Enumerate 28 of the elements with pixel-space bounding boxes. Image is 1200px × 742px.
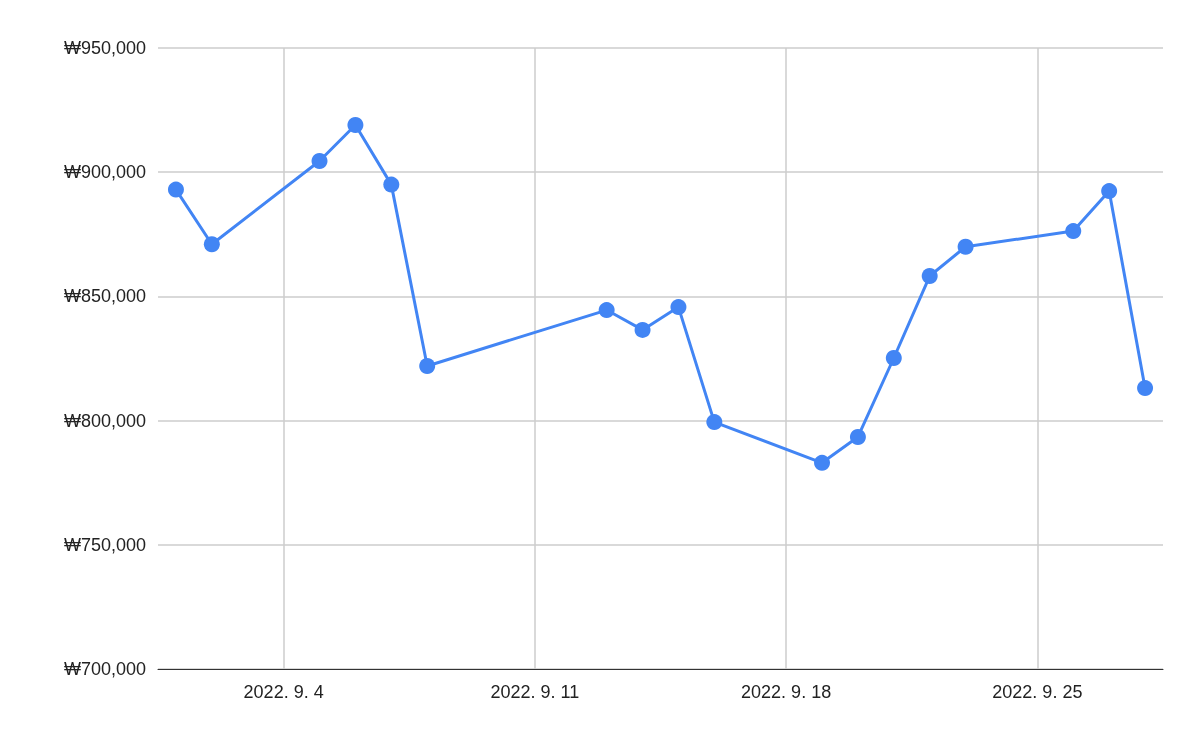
y-tick-label: ₩800,000 [63,410,146,431]
point [634,321,651,338]
point [383,176,400,193]
y-tick-label: ₩900,000 [63,162,146,183]
point [347,117,364,133]
y-tick-label: ₩950,000 [63,38,146,58]
point [814,454,831,471]
point [670,299,687,316]
point [311,153,328,170]
point [1101,183,1118,200]
x-tick-label: 2022. 9. 18 [741,682,832,702]
y-tick-label: ₩700,000 [63,659,146,679]
point [167,181,184,198]
point [706,414,723,431]
point [1137,380,1154,397]
point [203,236,220,253]
point [957,238,974,255]
point [419,357,436,374]
x-tick-label: 2022. 9. 25 [992,682,1083,702]
point [1065,223,1082,240]
point [849,429,866,445]
y-tick-label: ₩750,000 [63,534,146,555]
x-tick-label: 2022. 9. 4 [243,682,324,702]
point [921,268,938,285]
point [598,302,615,319]
point [885,350,902,366]
x-tick-label: 2022. 9. 11 [490,682,580,702]
y-tick-label: ₩850,000 [63,286,146,307]
